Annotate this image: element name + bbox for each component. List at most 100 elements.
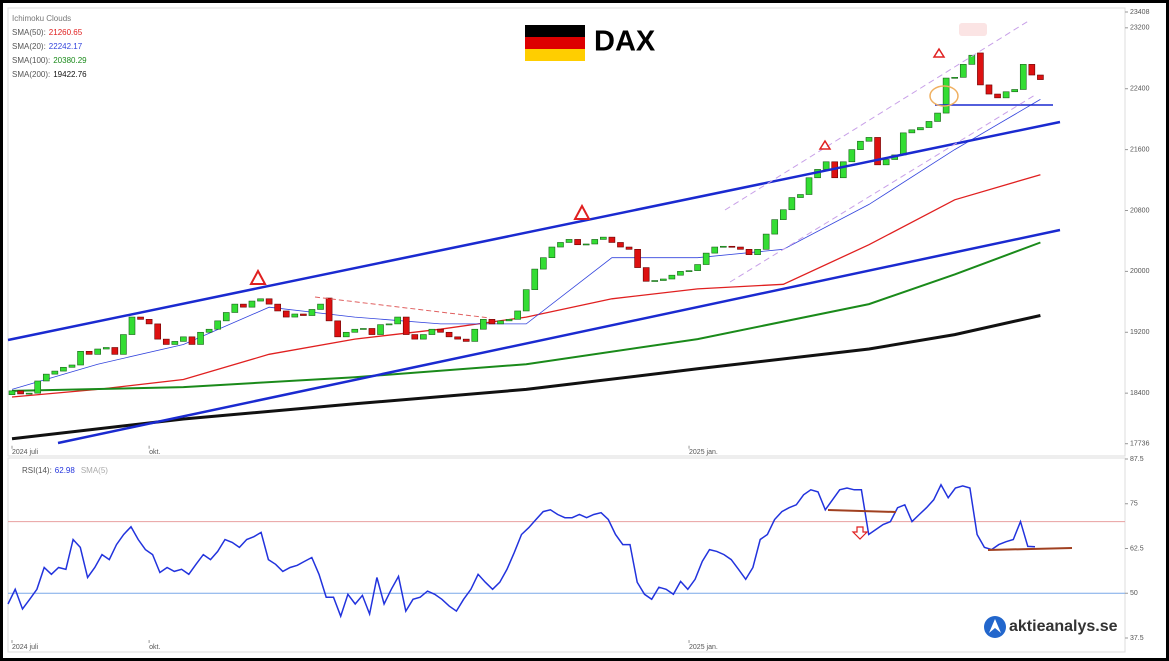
legend-value: 19422.76 — [53, 70, 87, 79]
candle — [188, 336, 196, 345]
candle — [1002, 91, 1010, 99]
candle — [505, 319, 513, 322]
rsi-line — [827, 509, 897, 513]
candle — [360, 328, 367, 330]
candle — [1037, 74, 1044, 80]
candle — [94, 348, 101, 355]
y-tick-label: 23408 — [1130, 9, 1150, 16]
logo: aktieanalys.se — [1009, 618, 1118, 635]
legend-entry: RSI(14): 62.98 SMA(5) — [22, 466, 108, 475]
y-tick-label: 21600 — [1130, 146, 1150, 153]
x-tick-label: okt. — [149, 644, 160, 651]
annotations: DAX aktieanalys.se Ichimoku Clouds — [7, 14, 1118, 638]
candle — [848, 149, 856, 163]
data-layer: 23408 23200 22400 21600 20800 20000 19200 18400… — [7, 9, 1150, 651]
candle — [231, 303, 239, 313]
candle — [402, 316, 410, 335]
candle — [377, 324, 384, 335]
candle — [557, 242, 564, 248]
candle — [351, 328, 359, 333]
candle — [857, 140, 864, 150]
candle — [68, 364, 76, 368]
candle — [711, 246, 719, 254]
candle — [428, 328, 436, 335]
y-tick-label: 87.5 — [1130, 456, 1144, 463]
y-tick-label: 75 — [1130, 501, 1138, 508]
candle — [959, 64, 967, 78]
y-tick-label: 62.5 — [1130, 545, 1144, 552]
rsi-panel — [7, 457, 1126, 653]
candle — [882, 159, 890, 166]
legend-name: SMA(5) — [81, 466, 108, 475]
candle — [34, 380, 42, 394]
legend-name: RSI(14): — [22, 466, 52, 475]
candle — [994, 93, 1001, 99]
candle — [720, 245, 727, 248]
label-box — [959, 23, 987, 36]
sma-line — [11, 241, 1041, 392]
dashed-line — [314, 296, 491, 319]
candle — [454, 336, 461, 340]
candle — [651, 280, 659, 282]
candle — [334, 320, 341, 338]
candle — [180, 336, 187, 342]
candle — [762, 233, 770, 250]
page-title: DAX — [594, 26, 656, 58]
candle — [522, 289, 530, 312]
candle — [925, 121, 933, 128]
candle — [788, 197, 796, 211]
legend-name: SMA(50): — [12, 28, 46, 37]
candle — [582, 243, 590, 246]
y-tick-label: 20000 — [1130, 268, 1150, 275]
legend-entry: SMA(100): 20380.29 — [12, 56, 87, 65]
candle — [445, 331, 453, 338]
candle — [865, 137, 873, 142]
candle — [51, 370, 59, 375]
candle — [274, 303, 281, 312]
candle — [908, 129, 916, 134]
candle — [771, 219, 779, 235]
candle — [531, 268, 539, 290]
candle — [968, 54, 976, 65]
candle — [822, 161, 830, 170]
candle — [942, 77, 950, 114]
candle — [394, 316, 401, 325]
candle — [77, 351, 84, 366]
candle — [162, 338, 170, 345]
y-tick-label: 22400 — [1130, 86, 1150, 93]
candle — [317, 303, 324, 310]
candle — [25, 392, 33, 395]
legend-name: SMA(200): — [12, 70, 50, 79]
rsi-line — [987, 547, 1073, 551]
flag — [525, 49, 585, 61]
candle — [694, 264, 701, 271]
candle — [874, 137, 881, 166]
candle — [728, 245, 736, 248]
legend-value: 21260.65 — [49, 28, 83, 37]
legend-entry: SMA(20): 22242.17 — [12, 42, 83, 51]
legend-value: 20380.29 — [53, 56, 87, 65]
candle — [951, 77, 959, 79]
highlight — [929, 85, 959, 107]
flag — [525, 25, 585, 37]
trend-line — [57, 228, 1061, 445]
triangle — [818, 139, 832, 150]
y-tick-label: 23200 — [1130, 25, 1150, 32]
candle — [565, 239, 573, 243]
candle — [471, 328, 479, 342]
candle — [282, 310, 290, 318]
triangle — [932, 47, 946, 58]
candle — [540, 257, 547, 270]
candle — [60, 366, 67, 372]
overlay-label: Ichimoku Clouds — [12, 14, 71, 23]
candle — [137, 316, 144, 320]
candle — [934, 112, 941, 122]
x-tick-label: 2025 jan. — [689, 449, 718, 456]
candle — [411, 334, 419, 340]
trend-line — [7, 120, 1061, 342]
candle — [488, 319, 496, 325]
candle — [205, 328, 213, 333]
candle — [222, 312, 230, 322]
x-tick-label: 2025 jan. — [689, 644, 718, 651]
